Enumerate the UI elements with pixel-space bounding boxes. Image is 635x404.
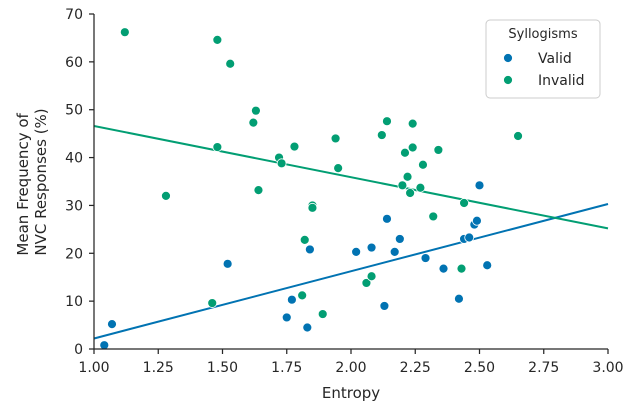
y-axis-label-line-1: Mean Frequency of	[14, 112, 32, 255]
x-tick-label: 2.00	[335, 360, 366, 376]
point-valid	[222, 258, 233, 269]
point-invalid	[415, 182, 426, 193]
point-invalid	[382, 116, 392, 127]
point-valid	[394, 234, 405, 244]
point-valid	[464, 232, 475, 243]
x-tick-label: 2.75	[528, 360, 559, 376]
trend-lines	[93, 125, 609, 340]
point-valid	[472, 215, 482, 226]
point-valid	[351, 246, 362, 257]
point-invalid	[253, 185, 264, 196]
point-invalid	[307, 202, 318, 213]
x-tick-label: 1.50	[207, 360, 238, 376]
point-invalid	[513, 131, 523, 141]
point-valid	[281, 312, 292, 323]
y-tick-label: 10	[65, 294, 83, 310]
x-tick-label: 3.00	[592, 360, 623, 376]
legend-box	[485, 19, 601, 99]
point-valid	[382, 213, 392, 224]
point-invalid	[407, 142, 418, 153]
trend-line-valid	[93, 203, 609, 340]
y-tick-label: 40	[65, 151, 83, 167]
point-invalid	[376, 130, 387, 140]
point-invalid	[212, 142, 223, 152]
y-tick-label: 70	[65, 7, 83, 23]
point-valid	[482, 260, 493, 271]
point-invalid	[405, 188, 416, 198]
point-valid	[454, 293, 464, 304]
x-axis-label: Entropy	[322, 384, 380, 402]
point-invalid	[397, 180, 408, 191]
data-points	[99, 27, 523, 351]
x-tick-label: 1.25	[143, 360, 174, 376]
point-invalid	[251, 105, 261, 116]
point-valid	[366, 242, 377, 253]
legend-label-invalid: Invalid	[538, 73, 585, 89]
y-tick-label: 50	[65, 103, 83, 119]
point-valid	[389, 246, 400, 257]
point-invalid	[297, 290, 308, 301]
point-invalid	[248, 117, 259, 128]
x-tick-label: 2.25	[400, 360, 431, 376]
point-invalid	[207, 298, 218, 308]
x-axis-ticks: 1.00 1.25 1.50 1.75 2.00 2.25 2.50 2.75 3.00	[78, 349, 624, 376]
point-valid	[438, 263, 449, 274]
point-valid	[99, 340, 110, 351]
point-valid	[304, 244, 315, 255]
point-invalid	[459, 198, 469, 208]
x-tick-label: 2.50	[464, 360, 495, 376]
y-axis-ticks: 0 10 20 30 40 50 60 70	[65, 7, 94, 358]
y-axis-label: Mean Frequency of NVC Responses (%)	[14, 108, 50, 255]
legend-label-valid: Valid	[538, 51, 572, 67]
y-axis-label-line-2: NVC Responses (%)	[32, 108, 50, 255]
point-invalid	[428, 211, 439, 222]
point-invalid	[402, 171, 413, 182]
point-invalid	[330, 133, 341, 144]
point-invalid	[289, 141, 300, 152]
y-tick-label: 30	[65, 198, 83, 214]
legend-marker-valid	[503, 53, 513, 63]
point-valid	[420, 253, 431, 263]
point-invalid	[333, 163, 344, 174]
y-tick-label: 20	[65, 246, 83, 262]
point-invalid	[225, 58, 236, 69]
point-invalid	[161, 190, 171, 201]
point-invalid	[407, 118, 418, 129]
legend: Syllogisms Valid Invalid	[485, 19, 601, 99]
legend-title: Syllogisms	[508, 27, 577, 42]
point-valid	[474, 180, 485, 191]
point-valid	[379, 301, 390, 311]
point-invalid	[212, 34, 223, 45]
point-invalid	[366, 271, 377, 282]
legend-marker-invalid	[503, 75, 513, 85]
trend-line-invalid	[93, 125, 609, 230]
x-tick-label: 1.00	[78, 360, 109, 376]
point-invalid	[433, 145, 444, 155]
point-valid	[107, 319, 117, 330]
point-invalid	[418, 159, 428, 170]
point-invalid	[276, 158, 287, 169]
point-valid	[286, 294, 297, 305]
point-invalid	[299, 234, 310, 245]
point-invalid	[119, 27, 130, 38]
point-invalid	[400, 147, 410, 158]
point-valid	[302, 322, 313, 333]
y-tick-label: 60	[65, 55, 83, 71]
x-tick-label: 1.75	[271, 360, 302, 376]
point-invalid	[361, 278, 372, 288]
point-invalid	[317, 309, 328, 319]
point-invalid	[456, 263, 467, 274]
y-tick-label: 0	[74, 342, 83, 358]
